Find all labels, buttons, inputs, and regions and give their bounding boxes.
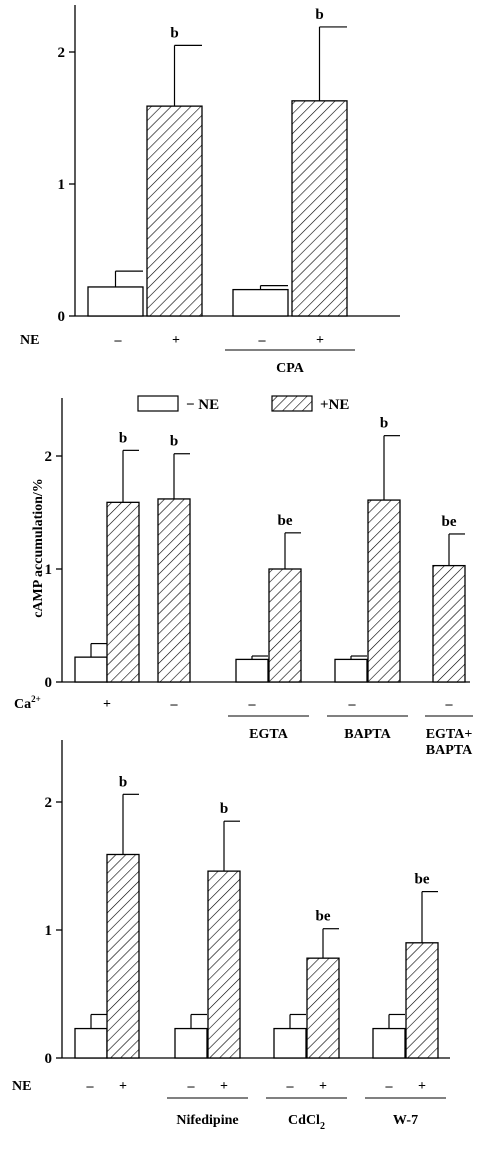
bar [405, 942, 439, 1059]
bar [268, 568, 302, 683]
group-label: CdCl2 [288, 1113, 325, 1132]
treatment-sign: + [172, 333, 180, 348]
significance-label: b [119, 774, 127, 790]
bar [306, 957, 340, 1059]
bar [334, 658, 368, 683]
y-axis-label: cAMP accumulation/% [31, 478, 46, 618]
group-label: W-7 [393, 1113, 418, 1128]
y-tick-label: 0 [58, 309, 66, 325]
row-label: NE [12, 1079, 31, 1094]
treatment-sign: – [258, 333, 267, 348]
significance-label: be [442, 514, 457, 530]
bar [74, 1027, 108, 1059]
bar [207, 870, 241, 1059]
y-tick-label: 1 [45, 562, 53, 578]
treatment-sign: – [114, 333, 123, 348]
legend-label-minus-ne: − NE [186, 397, 219, 413]
bar [146, 105, 203, 317]
y-tick-label: 1 [58, 177, 66, 193]
treatment-sign: + [418, 1079, 426, 1094]
treatment-sign: – [248, 697, 257, 712]
significance-label: be [278, 513, 293, 529]
treatment-sign: – [170, 697, 179, 712]
row-label: NE [20, 333, 39, 348]
bar [372, 1027, 406, 1059]
row-label: Ca2+ [14, 694, 41, 712]
treatment-sign: – [445, 697, 454, 712]
group-label: EGTA+ [426, 727, 473, 742]
significance-label: b [380, 416, 388, 432]
legend: − NE +NE [137, 395, 349, 413]
bar [235, 658, 269, 683]
significance-label: be [415, 872, 430, 888]
y-tick-label: 0 [45, 675, 53, 691]
bar [174, 1027, 208, 1059]
y-tick-label: 0 [45, 1051, 53, 1067]
significance-label: b [170, 25, 178, 41]
legend-swatch-plus-ne [271, 395, 313, 412]
treatment-sign: + [119, 1079, 127, 1094]
bar [106, 501, 140, 683]
significance-label: b [170, 434, 178, 450]
bar [232, 288, 289, 317]
treatment-sign: + [103, 697, 111, 712]
y-tick-label: 2 [45, 795, 53, 811]
panel-channel-blockers: 0 1 2 b b be be NE – + – + – + – + Nifedipine CdCl2 W-7 [12, 740, 450, 1132]
significance-label: b [119, 430, 127, 446]
bar [74, 656, 108, 683]
group-label: BAPTA [426, 743, 473, 758]
treatment-sign: – [187, 1079, 196, 1094]
bar [367, 499, 401, 683]
treatment-sign: + [316, 333, 324, 348]
bar [273, 1027, 307, 1059]
bar [432, 564, 466, 683]
bar [106, 853, 140, 1059]
panel-cpa: 0 1 2 b b NE – + – + CPA [20, 5, 400, 376]
significance-label: b [315, 7, 323, 23]
significance-label: b [220, 801, 228, 817]
treatment-sign: – [286, 1079, 295, 1094]
group-label: CPA [276, 361, 305, 376]
group-label: BAPTA [344, 727, 391, 742]
y-tick-label: 2 [58, 45, 66, 61]
bar [157, 498, 191, 683]
legend-label-plus-ne: +NE [320, 397, 349, 413]
treatment-sign: + [319, 1079, 327, 1094]
bar [291, 100, 348, 317]
bar [87, 286, 144, 317]
treatment-sign: – [86, 1079, 95, 1094]
group-label: Nifedipine [176, 1113, 238, 1128]
treatment-sign: – [348, 697, 357, 712]
significance-label: be [316, 909, 331, 925]
group-label: EGTA [249, 727, 289, 742]
y-tick-label: 2 [45, 449, 53, 465]
treatment-sign: + [220, 1079, 228, 1094]
legend-swatch-minus-ne [137, 395, 179, 412]
y-tick-label: 1 [45, 923, 53, 939]
treatment-sign: – [385, 1079, 394, 1094]
